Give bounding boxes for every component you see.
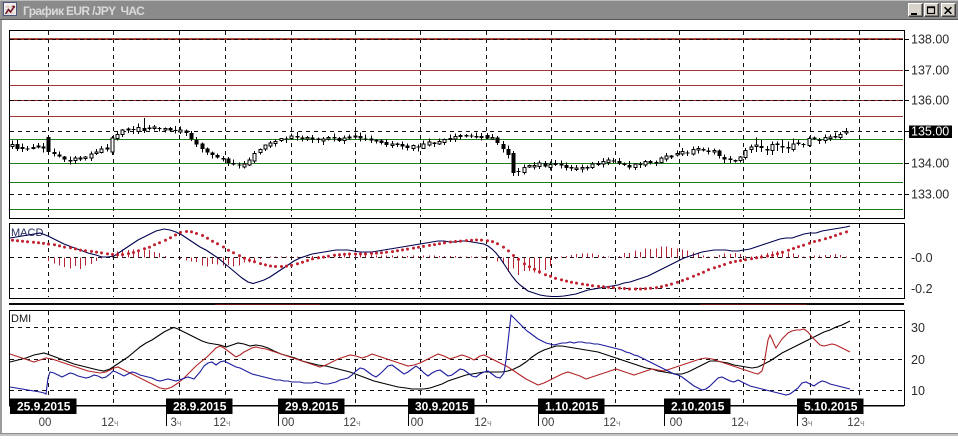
svg-text:DMI: DMI — [11, 313, 31, 325]
svg-text:25.9.2015: 25.9.2015 — [17, 400, 71, 414]
svg-text:3ч: 3ч — [170, 417, 181, 429]
svg-text:12ч: 12ч — [847, 417, 865, 429]
svg-text:30.9.2015: 30.9.2015 — [415, 400, 469, 414]
svg-text:28.9.2015: 28.9.2015 — [173, 400, 227, 414]
svg-text:134.00: 134.00 — [911, 157, 949, 171]
svg-text:-0.2: -0.2 — [911, 282, 933, 296]
svg-text:138.00: 138.00 — [911, 33, 949, 47]
svg-text:136.00: 136.00 — [911, 94, 949, 108]
svg-text:12ч: 12ч — [474, 417, 492, 429]
svg-text:133.00: 133.00 — [911, 188, 949, 202]
svg-text:12ч: 12ч — [213, 417, 231, 429]
svg-text:00: 00 — [39, 417, 52, 429]
svg-text:00: 00 — [282, 417, 295, 429]
svg-text:00: 00 — [411, 417, 424, 429]
svg-text:12ч: 12ч — [603, 417, 621, 429]
svg-text:137.00: 137.00 — [911, 64, 949, 78]
svg-text:10: 10 — [911, 384, 925, 398]
svg-text:30: 30 — [911, 321, 925, 335]
svg-text:5.10.2015: 5.10.2015 — [804, 400, 858, 414]
svg-text:3ч: 3ч — [801, 417, 812, 429]
svg-text:12ч: 12ч — [343, 417, 361, 429]
svg-text:20: 20 — [911, 353, 925, 367]
svg-text:29.9.2015: 29.9.2015 — [285, 400, 339, 414]
svg-text:12ч: 12ч — [731, 417, 749, 429]
svg-text:135.00: 135.00 — [911, 125, 949, 139]
svg-text:00: 00 — [670, 417, 683, 429]
svg-text:12ч: 12ч — [101, 417, 119, 429]
svg-text:2.10.2015: 2.10.2015 — [671, 400, 725, 414]
svg-text:1.10.2015: 1.10.2015 — [545, 400, 599, 414]
svg-text:-0.0: -0.0 — [911, 251, 933, 265]
svg-text:00: 00 — [542, 417, 555, 429]
